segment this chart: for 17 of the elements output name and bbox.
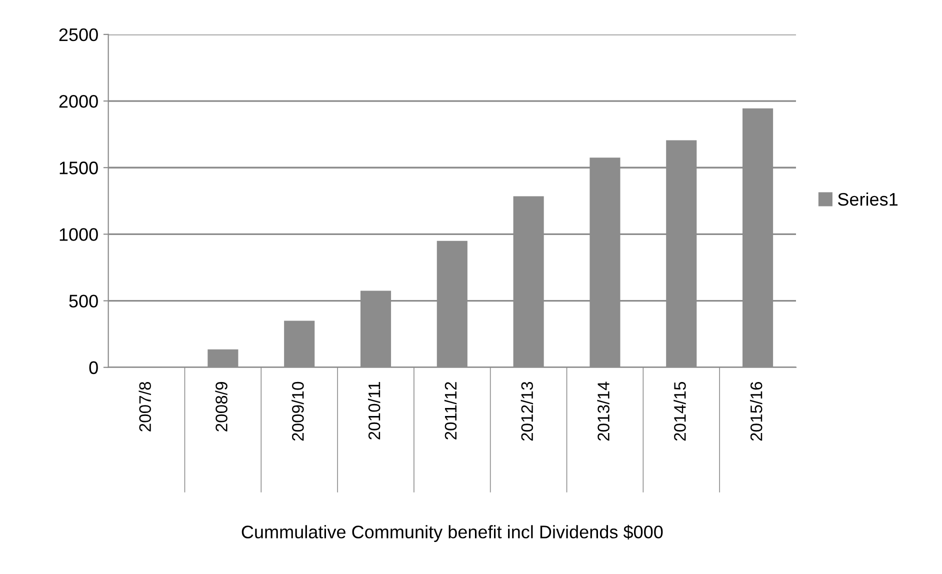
x-tick-label: 2008/9	[215, 382, 228, 432]
legend-label: Series1	[838, 192, 898, 206]
y-tick-label: 500	[69, 294, 98, 308]
y-tick-label: 1500	[60, 162, 98, 174]
x-tick-label: 2015/16	[750, 382, 762, 441]
x-axis-title: Cummulative Community benefit incl Dividends $000	[242, 524, 663, 542]
y-tick-label: 0	[89, 361, 98, 374]
y-tick-label: 2500	[59, 28, 98, 42]
x-tick-label: 2011/12	[444, 382, 457, 440]
x-tick-label: 2007/8	[138, 382, 152, 432]
x-tick-label: 2013/14	[597, 382, 610, 441]
x-tick-label: 2010/11	[368, 382, 380, 440]
y-tick-label: 1000	[60, 228, 98, 241]
y-tick-label: 2000	[59, 94, 98, 108]
x-tick-label: 2009/10	[292, 382, 304, 441]
x-tick-label: 2014/15	[674, 382, 686, 441]
x-tick-label: 2012/13	[520, 382, 534, 441]
